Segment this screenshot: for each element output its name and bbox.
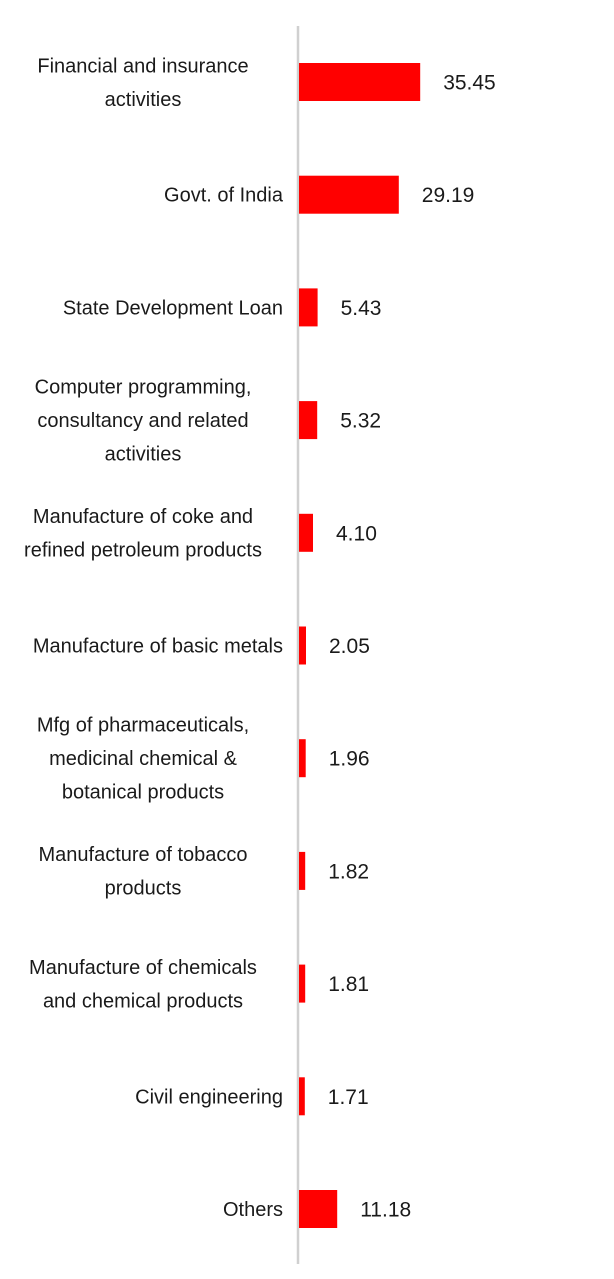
bar-value-label: 4.10 bbox=[336, 522, 377, 545]
bar-value-label: 1.96 bbox=[329, 748, 370, 771]
category-label-line: medicinal chemical & bbox=[49, 748, 238, 770]
category-label: Manufacture of coke and refined petroleum… bbox=[24, 506, 262, 562]
bar bbox=[299, 63, 421, 101]
bar bbox=[299, 739, 306, 778]
bar-value-label: 2.05 bbox=[329, 635, 370, 658]
category-label: Others bbox=[223, 1199, 283, 1221]
category-label-line: and chemical products bbox=[43, 990, 243, 1012]
bar bbox=[299, 1077, 305, 1116]
bar-value-label: 1.81 bbox=[328, 973, 369, 996]
category-label-line: Manufacture of chemicals bbox=[29, 957, 257, 979]
category-label: State Development Loan bbox=[63, 297, 283, 319]
category-label-line: State Development Loan bbox=[63, 297, 283, 319]
category-label-line: Govt. of India bbox=[164, 185, 284, 207]
category-label-line: activities bbox=[105, 444, 182, 466]
category-label-line: Mfg of pharmaceuticals, bbox=[37, 715, 249, 737]
category-label-line: refined petroleum products bbox=[24, 540, 262, 562]
bar bbox=[299, 626, 306, 665]
category-label: Civil engineering bbox=[135, 1086, 283, 1108]
category-label-line: consultancy and related bbox=[37, 410, 248, 432]
bar bbox=[299, 851, 306, 890]
bar-value-label: 29.19 bbox=[422, 184, 475, 207]
category-label: Mfg of pharmaceuticals, medicinal chemica… bbox=[37, 715, 249, 804]
bar bbox=[299, 401, 318, 440]
bar bbox=[299, 513, 313, 552]
bar bbox=[299, 175, 399, 214]
category-label-line: botanical products bbox=[62, 782, 224, 804]
bar-value-label: 1.71 bbox=[328, 1086, 369, 1109]
bar bbox=[299, 964, 306, 1003]
bar-value-label: 35.45 bbox=[443, 72, 496, 95]
bar bbox=[299, 1190, 338, 1228]
category-label-line: activities bbox=[105, 89, 182, 111]
bar bbox=[299, 288, 318, 327]
bar-value-label: 5.32 bbox=[340, 410, 381, 433]
category-label: Govt. of India bbox=[164, 185, 284, 207]
category-label: Manufacture of chemicals and chemical pro… bbox=[29, 957, 257, 1013]
category-label: Manufacture of tobacco products bbox=[38, 844, 247, 900]
category-label: Manufacture of basic metals bbox=[33, 636, 283, 658]
category-label-line: Others bbox=[223, 1199, 283, 1221]
category-label-line: Manufacture of tobacco bbox=[38, 844, 247, 866]
category-label-line: Civil engineering bbox=[135, 1086, 283, 1108]
bar-value-label: 5.43 bbox=[341, 297, 382, 320]
category-label-line: Manufacture of basic metals bbox=[33, 636, 283, 658]
category-label: Computer programming, consultancy and rel… bbox=[35, 377, 252, 466]
bar-value-label: 11.18 bbox=[360, 1199, 411, 1222]
category-label: Financial and insurance activities bbox=[37, 55, 248, 111]
category-label-line: Computer programming, bbox=[35, 377, 252, 399]
bar-value-label: 1.82 bbox=[328, 860, 369, 883]
category-label-line: Financial and insurance bbox=[37, 55, 248, 77]
category-label-line: Manufacture of coke and bbox=[33, 506, 253, 528]
category-label-line: products bbox=[105, 878, 182, 900]
